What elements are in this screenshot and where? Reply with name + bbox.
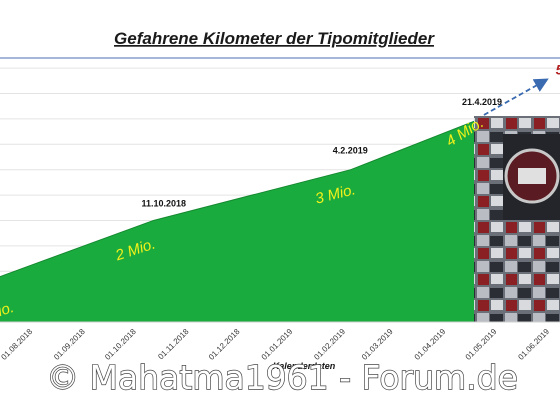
x-tick-label: 01.10.2018 <box>103 327 138 362</box>
x-axis-label: Kalenderdaten <box>273 361 336 371</box>
fiat-logo-text <box>518 168 546 184</box>
x-tick-label: 01.03.2019 <box>360 327 395 362</box>
projection-label: 5 <box>556 61 560 77</box>
x-tick-label: 01.02.2019 <box>312 327 347 362</box>
projection-arrow <box>483 78 549 116</box>
x-tick-label: 01.12.2018 <box>207 327 242 362</box>
x-tick-label: 01.06.2019 <box>516 327 551 362</box>
x-tick-labels: 01.08.2018 01.09.2018 01.10.2018 01.11.2018… <box>0 327 551 362</box>
x-tick-label: 01.08.2018 <box>0 327 35 362</box>
date-annotation: 4.2.2019 <box>333 146 368 156</box>
photo-collage <box>474 116 560 322</box>
x-tick-label: 01.04.2019 <box>413 327 448 362</box>
watermark: © Mahatma1961 - Forum.de <box>46 358 518 397</box>
x-tick-label: 01.05.2019 <box>464 327 499 362</box>
x-tick-label: 01.09.2018 <box>52 327 87 362</box>
date-annotation: 11.10.2018 <box>141 198 186 208</box>
x-tick-label: 01.11.2018 <box>156 327 191 362</box>
chart-title: Gefahrene Kilometer der Tipomitglieder <box>114 29 435 48</box>
x-tick-label: 01.01.2019 <box>260 327 295 362</box>
date-annotation: 21.4.2019 <box>462 97 502 107</box>
